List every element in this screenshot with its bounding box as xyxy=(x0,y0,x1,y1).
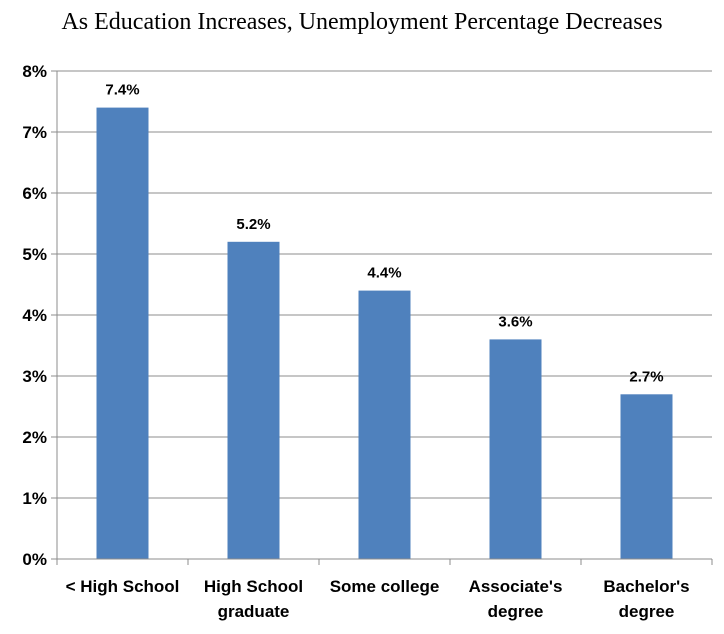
x-tick-label: Bachelor's degree xyxy=(603,577,689,621)
bars xyxy=(96,107,673,560)
y-tick-label: 0% xyxy=(22,550,47,569)
bar xyxy=(489,339,542,559)
bar xyxy=(227,241,280,560)
y-axis-ticks: 0% 1% 2% 3% 4% 5% 6% 7% 8% xyxy=(22,62,47,569)
y-tick-label: 4% xyxy=(22,306,47,325)
bar xyxy=(96,107,149,559)
bar xyxy=(358,290,411,559)
y-tick-label: 3% xyxy=(22,367,47,386)
bar xyxy=(620,394,673,559)
data-label: 2.7% xyxy=(629,368,663,385)
y-tick-label: 5% xyxy=(22,245,47,264)
chart-title: As Education Increases, Unemployment Per… xyxy=(61,9,663,35)
y-tick-label: 8% xyxy=(22,62,47,81)
x-tick-label: Associate's degree xyxy=(469,577,563,621)
y-tick-label: 2% xyxy=(22,428,47,447)
data-label: 7.4% xyxy=(105,82,139,99)
x-axis-ticks: < High School High School graduate Some col… xyxy=(66,577,690,621)
y-tick-label: 1% xyxy=(22,489,47,508)
data-label: 3.6% xyxy=(498,313,532,330)
data-label: 4.4% xyxy=(367,265,401,282)
y-tick-label: 7% xyxy=(22,123,47,142)
data-labels: 7.4% 5.2% 4.4% 3.6% 2.7% xyxy=(105,82,663,386)
y-tick-label: 6% xyxy=(22,184,47,203)
x-tick-label: Some college xyxy=(330,577,440,596)
x-tick-label: < High School xyxy=(66,577,180,596)
x-tick-label: High School graduate xyxy=(204,577,303,621)
data-label: 5.2% xyxy=(236,216,270,233)
